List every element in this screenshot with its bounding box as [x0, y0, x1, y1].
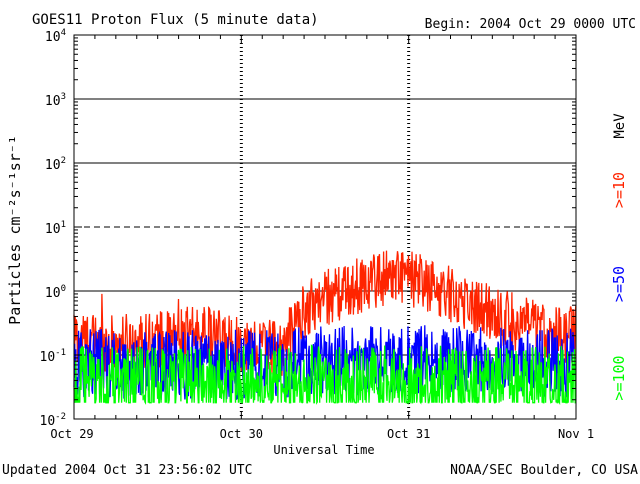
y-tick-label: 101 [45, 220, 66, 237]
x-axis-label: Universal Time [273, 443, 374, 457]
series-line-100mev [73, 344, 576, 406]
series-line-10mev [73, 250, 577, 376]
axes [73, 34, 577, 420]
chart-title: GOES11 Proton Flux (5 minute data) [32, 12, 319, 28]
x-tick-label: Nov 1 [558, 427, 594, 441]
x-tick-label: Oct 29 [50, 427, 93, 441]
legend-ge50: >=50 [610, 266, 628, 302]
y-tick-labels: 10-2 10-1 100 101 102 103 104 [40, 28, 67, 429]
begin-date: Begin: 2004 Oct 29 0000 UTC [425, 17, 636, 32]
y-tick-label: 10-2 [40, 412, 67, 429]
legend-mev-unit: MeV [612, 113, 628, 139]
y-tick-label: 104 [45, 28, 66, 45]
x-tick-label: Oct 31 [387, 427, 430, 441]
x-tick-label: Oct 30 [220, 427, 263, 441]
data-series [73, 250, 577, 406]
y-axis-label: Particles cm⁻²s⁻¹sr⁻¹ [6, 135, 24, 325]
x-tick-labels: Oct 29 Oct 30 Oct 31 Nov 1 [50, 427, 594, 441]
y-tick-label: 100 [45, 284, 66, 301]
updated-timestamp: Updated 2004 Oct 31 23:56:02 UTC [2, 463, 252, 478]
legend-ge100: >=100 [610, 355, 628, 400]
series-line-50mev [73, 325, 577, 401]
legend-ge10: >=10 [610, 172, 628, 208]
y-tick-label: 102 [45, 156, 66, 173]
y-tick-label: 10-1 [40, 348, 67, 365]
credit-text: NOAA/SEC Boulder, CO USA [450, 463, 638, 478]
y-tick-label: 103 [45, 92, 66, 109]
